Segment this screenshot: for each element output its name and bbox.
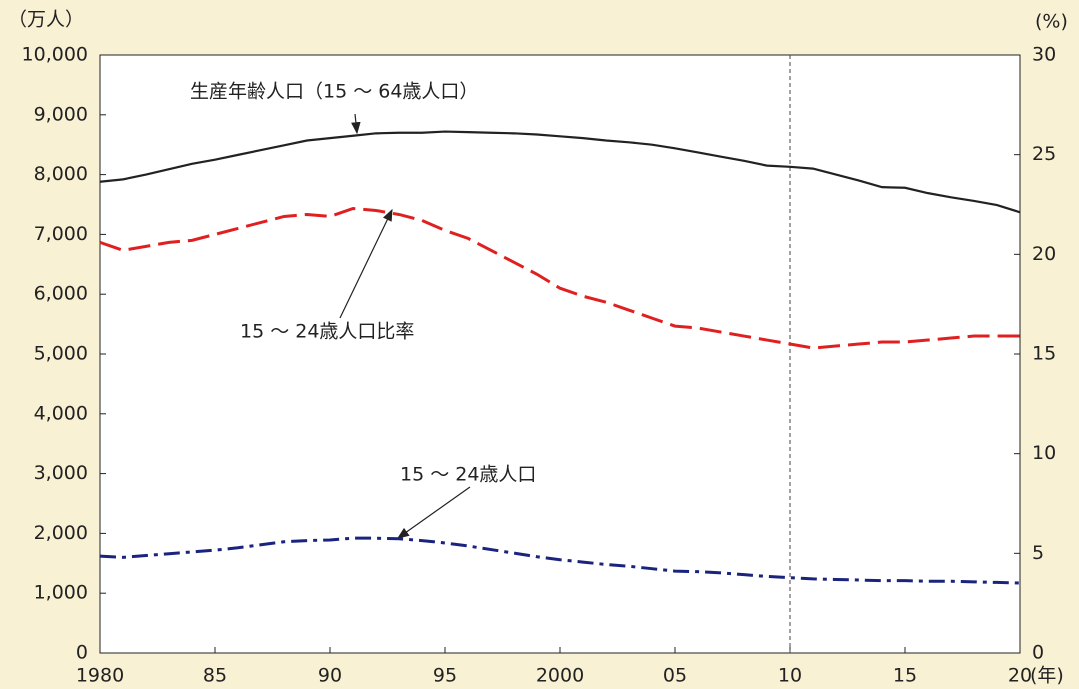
x-tick-label: 85 (203, 665, 227, 687)
annotation: 15 ～ 24歳人口比率 (240, 321, 414, 343)
y2-tick-label: 30 (1032, 44, 1056, 66)
series-line (99, 206, 1020, 350)
y2-tick-label: 25 (1032, 143, 1056, 165)
y2-tick-label: 15 (1032, 343, 1056, 365)
y-tick-label: 2,000 (34, 522, 88, 544)
x-tick-label: 20 (1008, 665, 1032, 687)
series-line (99, 130, 1021, 214)
annotation-arrow (351, 113, 361, 135)
y-tick-label: 9,000 (34, 103, 88, 125)
x-tick-label: 15 (893, 665, 917, 687)
y2-tick-label: 0 (1032, 642, 1044, 664)
y2-tick-label: 20 (1032, 243, 1056, 265)
x-tick-label: 05 (663, 665, 687, 687)
y-tick-label: 4,000 (34, 402, 88, 424)
y-tick-label: 1,000 (34, 582, 88, 604)
annotation: 15 ～ 24歳人口 (400, 464, 536, 486)
plot-area (99, 54, 1021, 654)
x-tick-label: 1980 (76, 665, 124, 687)
y-tick-label: 5,000 (34, 343, 88, 365)
x-tick-label: 95 (433, 665, 457, 687)
y-tick-label: 7,000 (34, 223, 88, 245)
annotation: 生産年齢人口（15 ～ 64歳人口） (190, 81, 478, 103)
y-tick-label: 0 (76, 642, 88, 664)
series-line (99, 536, 1021, 585)
x-tick-label: 2000 (536, 665, 584, 687)
y-tick-label: 6,000 (34, 283, 88, 305)
y-tick-label: 8,000 (34, 163, 88, 185)
x-axis-label: (年) (1030, 665, 1064, 687)
annotation-arrow (339, 208, 393, 319)
y2-tick-label: 5 (1032, 542, 1044, 564)
x-tick-label: 90 (318, 665, 342, 687)
y-axis-label: （万人） (8, 9, 84, 31)
annotation-arrow (397, 486, 471, 539)
y2-tick-label: 10 (1032, 442, 1056, 464)
x-tick-label: 10 (778, 665, 802, 687)
y-tick-label: 10,000 (22, 44, 88, 66)
y-tick-label: 3,000 (34, 462, 88, 484)
y2-axis-label: (%) (1035, 11, 1068, 33)
